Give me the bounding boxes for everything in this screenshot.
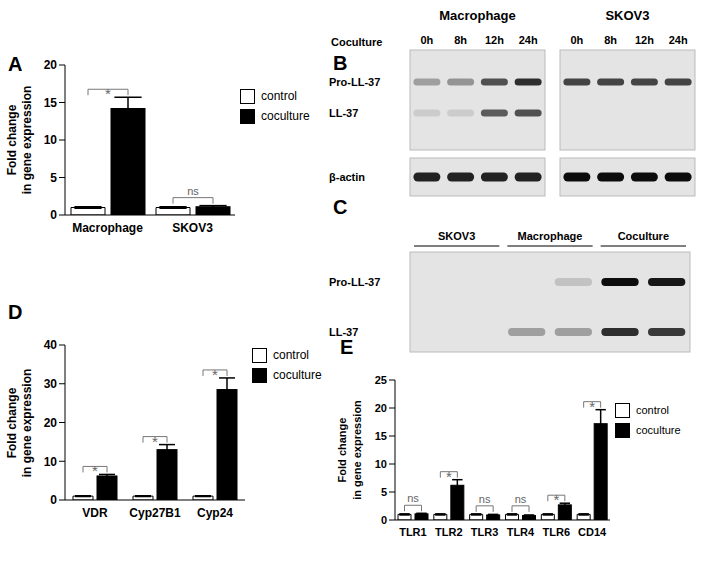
svg-text:C: C: [333, 196, 347, 218]
svg-text:*: *: [553, 491, 559, 508]
svg-text:ns: ns: [515, 493, 527, 505]
svg-text:8h: 8h: [604, 34, 617, 46]
svg-text:8h: 8h: [454, 34, 467, 46]
html-text:D: D: [8, 301, 23, 323]
svg-text:24h: 24h: [519, 34, 538, 46]
svg-text:Pro-LL-37: Pro-LL-37: [329, 276, 380, 288]
html-text:in gene expression: in gene expression: [20, 368, 34, 477]
svg-text:β-actin: β-actin: [329, 171, 365, 183]
svg-text:ns: ns: [407, 492, 419, 504]
svg-text:SKOV3: SKOV3: [605, 8, 649, 23]
html-text:in gene expression: in gene expression: [20, 85, 34, 195]
svg-text:20: 20: [44, 58, 58, 72]
svg-text:*: *: [92, 462, 98, 479]
html-text:Fold change: Fold change: [5, 387, 19, 458]
svg-text:*: *: [589, 398, 595, 415]
svg-text:0: 0: [50, 208, 57, 222]
html-text:E: E: [340, 336, 354, 358]
svg-text:CD14: CD14: [578, 526, 607, 538]
svg-text:TLR6: TLR6: [543, 526, 571, 538]
svg-text:SKOV3: SKOV3: [438, 230, 475, 242]
svg-text:10: 10: [44, 133, 58, 147]
svg-text:*: *: [105, 85, 111, 102]
svg-text:10: 10: [44, 455, 58, 469]
svg-text:12h: 12h: [635, 34, 654, 46]
html-text:control: control: [636, 404, 669, 416]
svg-text:Macrophage: Macrophage: [439, 8, 516, 23]
svg-text:B: B: [333, 52, 347, 74]
svg-text:20: 20: [375, 402, 387, 414]
svg-text:*: *: [152, 433, 158, 450]
svg-text:0: 0: [50, 493, 57, 507]
svg-text:VDR: VDR: [82, 506, 108, 520]
svg-text:Macrophage: Macrophage: [72, 221, 143, 235]
svg-text:TLR1: TLR1: [399, 526, 427, 538]
svg-text:40: 40: [44, 338, 58, 352]
svg-text:24h: 24h: [669, 34, 688, 46]
svg-text:Coculture: Coculture: [618, 230, 669, 242]
svg-text:0h: 0h: [570, 34, 583, 46]
svg-text:*: *: [212, 366, 218, 383]
svg-text:15: 15: [44, 96, 58, 110]
svg-text:15: 15: [375, 430, 387, 442]
svg-text:ns: ns: [479, 493, 491, 505]
html-text:control: control: [261, 89, 297, 103]
svg-text:10: 10: [375, 458, 387, 470]
svg-text:TLR3: TLR3: [471, 526, 499, 538]
html-text:A: A: [8, 53, 23, 75]
svg-text:SKOV3: SKOV3: [172, 221, 213, 235]
svg-text:LL-37: LL-37: [329, 107, 358, 119]
html-text:coculture: coculture: [636, 424, 681, 436]
html-text:Fold change: Fold change: [336, 417, 348, 483]
html-text:Fold change: Fold change: [5, 104, 19, 176]
svg-text:LL-37: LL-37: [329, 326, 358, 338]
svg-text:Macrophage: Macrophage: [518, 230, 583, 242]
svg-text:0h: 0h: [420, 34, 433, 46]
svg-text:*: *: [446, 468, 452, 485]
html-text:coculture: coculture: [261, 109, 310, 123]
svg-text:Pro-LL-37: Pro-LL-37: [329, 76, 380, 88]
svg-text:Cyp24: Cyp24: [197, 506, 233, 520]
svg-text:Coculture: Coculture: [331, 36, 382, 48]
html-text:in gene expression: in gene expression: [351, 400, 363, 500]
svg-text:ns: ns: [187, 185, 199, 197]
svg-text:0: 0: [381, 514, 387, 526]
svg-text:5: 5: [50, 171, 57, 185]
svg-text:30: 30: [44, 377, 58, 391]
svg-text:25: 25: [375, 374, 387, 386]
html-text:coculture: coculture: [273, 368, 322, 382]
svg-text:Cyp27B1: Cyp27B1: [129, 506, 181, 520]
svg-text:5: 5: [381, 486, 387, 498]
svg-text:TLR4: TLR4: [507, 526, 535, 538]
html-text:control: control: [273, 348, 309, 362]
svg-text:TLR2: TLR2: [435, 526, 463, 538]
svg-text:20: 20: [44, 416, 58, 430]
svg-text:12h: 12h: [485, 34, 504, 46]
